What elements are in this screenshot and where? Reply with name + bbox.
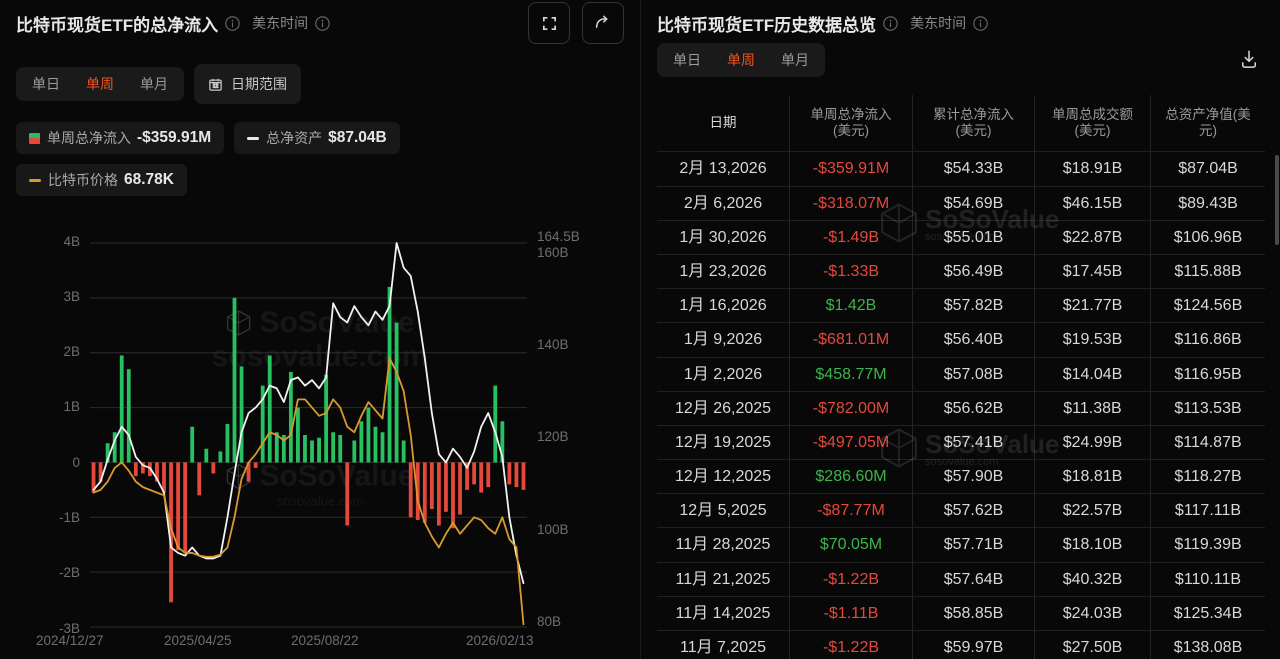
svg-text:12: 12 [213,83,219,89]
